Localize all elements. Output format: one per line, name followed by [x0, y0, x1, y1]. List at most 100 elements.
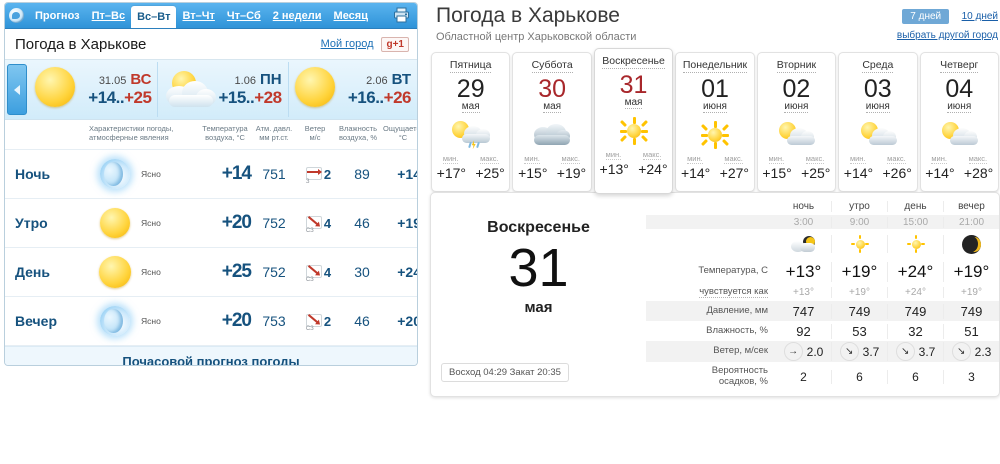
row-part-label: День [15, 264, 50, 280]
card-min-label: мин. [849, 154, 866, 165]
press-day: 749 [887, 303, 943, 319]
card-max: +25° [475, 165, 505, 182]
legend-wind: Ветер м/с [304, 124, 326, 143]
press-morning: 749 [831, 303, 887, 319]
period-name-morning: утро [831, 200, 887, 212]
row-condition: Ясно [141, 267, 161, 277]
day-card-3[interactable]: Понедельник 01 июня [675, 52, 755, 192]
row-wind-speed: 2 [323, 166, 332, 182]
my-city-link[interactable]: Мой город [320, 38, 374, 50]
day-dow-1: ПН [259, 71, 282, 89]
card-dow: Вторник [776, 59, 817, 73]
detail-date-block: Воскресенье 31 мая Восход 04:29 Закат 20… [431, 193, 646, 396]
legend-feels-like: Ощущается, °С [383, 124, 417, 143]
wind-speed-day: 3.7 [918, 344, 936, 359]
card-min: +14° [680, 165, 711, 182]
card-day: 31 [619, 71, 648, 99]
press-evening: 749 [943, 303, 999, 319]
card-dow: Среда [862, 59, 894, 73]
row-wind: СЗ 4 [297, 262, 339, 283]
wind-arrow-icon: ↘ [895, 342, 915, 361]
row-wind-speed: 2 [323, 313, 332, 329]
press-night: 747 [792, 303, 815, 319]
tab-2-weeks[interactable]: 2 недели [272, 9, 322, 22]
row-temperature: +25 [221, 261, 252, 282]
label-temperature: Температура, С [698, 265, 768, 277]
sun-icon [89, 256, 141, 288]
google-plus-one-button[interactable]: g+1 [381, 36, 409, 52]
day-cell-1[interactable]: 1.06 ПН +15..+28 [157, 62, 287, 117]
feels-night: +13° [793, 287, 814, 298]
hum-evening: 51 [943, 323, 999, 339]
wind-arrow-icon: ↘ [951, 342, 971, 361]
hourly-forecast-link[interactable]: Почасовой прогноз погоды [5, 346, 417, 365]
tab-vs-vt[interactable]: Вс–Вт [131, 6, 177, 28]
widget-tabbar: Прогноз Пт–Вс Вс–Вт Вт–Чт Чт–Сб 2 недели… [5, 3, 417, 29]
printer-icon[interactable] [393, 7, 410, 23]
mode-10-days-link[interactable]: 10 дней [961, 11, 998, 22]
day-low-1: +15.. [218, 87, 255, 107]
moon-icon [89, 306, 141, 336]
feels-morning: +19° [831, 287, 887, 298]
card-month: июня [702, 101, 727, 114]
prev-days-arrow[interactable] [7, 64, 27, 115]
mode-7-days-button[interactable]: 7 дней [902, 9, 950, 24]
row-feels-like: +19 [397, 215, 417, 231]
period-name-evening: вечер [943, 200, 999, 212]
legend-humidity: Влажность воздуха, % [338, 124, 378, 143]
day-card-1[interactable]: Суббота 30 мая мин. макс. +15° [512, 52, 592, 192]
change-city-link[interactable]: выбрать другой город [896, 30, 998, 41]
weather-logo-icon [9, 8, 24, 23]
card-max: +24° [638, 161, 668, 178]
day-card-6[interactable]: Четверг 04 июня мин. макс. +14° [919, 52, 999, 192]
day-card-4[interactable]: Вторник 02 июня мин. макс. +15° [756, 52, 837, 192]
hum-night: 92 [796, 323, 811, 339]
day-cell-0[interactable]: 31.05 ВС +14..+25 [29, 62, 157, 117]
row-feels-like: +14 [397, 166, 417, 182]
row-pressure: 752 [262, 264, 286, 280]
card-min: +15° [518, 165, 548, 182]
card-max-label: макс. [642, 150, 662, 161]
day-low-2: +16.. [347, 87, 384, 107]
row-humidity: 30 [354, 264, 370, 280]
card-min: +14° [843, 165, 874, 182]
day-dow-0: ВС [130, 71, 152, 89]
widget-title-bar: Погода в Харькове Мой город g+1 [5, 29, 417, 60]
tab-vt-cht[interactable]: Вт–Чт [182, 9, 215, 22]
row-part-label: Вечер [15, 313, 58, 329]
day-strip: 31.05 ВС +14..+25 1.06 ПН +15.. [5, 60, 417, 120]
tab-cht-sb[interactable]: Чт–Сб [226, 9, 261, 22]
temp-night: +13° [785, 261, 822, 281]
tab-forecast[interactable]: Прогноз [35, 9, 80, 22]
wind-direction-icon: СЗ [305, 311, 323, 332]
label-pressure: Давление, мм [706, 304, 768, 316]
card-dow: Четверг [940, 59, 979, 73]
wind-direction-icon: СЗ [305, 262, 323, 283]
card-day: 03 [863, 75, 892, 103]
card-day: 01 [701, 75, 729, 103]
day-card-2-selected[interactable]: Воскресенье 31 мая [593, 48, 674, 194]
day-cell-2[interactable]: 2.06 ВТ +16..+26 [287, 62, 417, 117]
moon-icon [943, 234, 999, 254]
card-max: +19° [556, 165, 587, 182]
detail-feels-row: чувствуется как +13° +19° +24° +19° [646, 284, 999, 301]
tab-month[interactable]: Месяц [333, 9, 368, 22]
sun-icon [35, 67, 75, 112]
day-card-5[interactable]: Среда 03 июня мин. макс. +14° [838, 52, 918, 192]
day-high-0: +25 [124, 87, 152, 107]
detail-time-row: 3:00 9:00 15:00 21:00 [646, 215, 999, 229]
day-card-0[interactable]: Пятница 29 мая мин. макс [431, 52, 511, 192]
row-temperature: +14 [221, 163, 252, 184]
sun-cloud-rain-icon [450, 120, 492, 150]
period-time-day: 15:00 [887, 216, 943, 228]
detail-wind-row: Ветер, м/сек → 2.0 ↘ 3.7 ↘ 3.7 ↘ [646, 341, 999, 362]
card-dow: Понедельник [682, 59, 748, 73]
detail-day: 31 [508, 238, 569, 298]
tab-pt-vs[interactable]: Пт–Вс [91, 9, 126, 22]
wind-direction-label: З [305, 179, 310, 185]
card-max: +26° [882, 165, 912, 182]
sun-icon [89, 208, 141, 238]
wind-direction-label: СЗ [305, 277, 314, 283]
card-month: июня [784, 101, 809, 114]
